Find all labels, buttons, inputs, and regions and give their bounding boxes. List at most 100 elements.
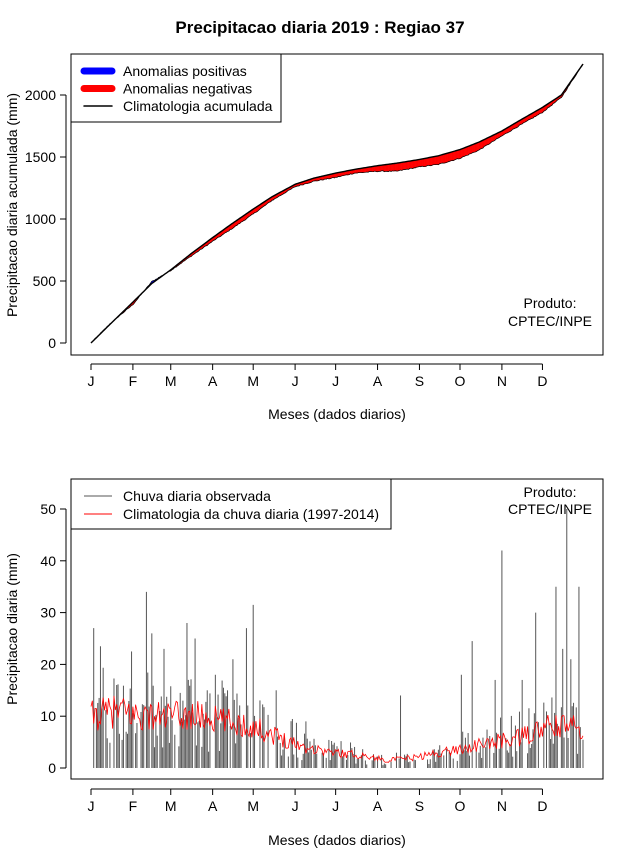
y-tick-label-bottom: 20 xyxy=(40,656,56,672)
anomaly-segment xyxy=(458,149,461,160)
anomaly-segment xyxy=(439,154,442,164)
x-tick-label-bottom: J xyxy=(88,798,95,814)
plot-frame-top xyxy=(70,53,604,356)
y-tick-label-bottom: 10 xyxy=(40,708,56,724)
anomaly-segment xyxy=(477,141,480,151)
anomaly-segment xyxy=(465,146,467,157)
x-tick-label-top: F xyxy=(129,373,138,389)
x-tick-label-bottom: J xyxy=(292,798,299,814)
x-tick-label-top: A xyxy=(208,373,218,389)
x-tick-label-bottom: D xyxy=(537,798,547,814)
anomaly-segment xyxy=(385,164,388,172)
anomaly-segment xyxy=(463,147,466,157)
anomaly-segment xyxy=(421,158,424,167)
legend-label-top: Anomalias positivas xyxy=(123,63,247,79)
x-tick-label-top: M xyxy=(165,373,177,389)
anomaly-segment xyxy=(419,158,421,167)
x-tick-label-top: O xyxy=(455,373,466,389)
x-axis-label-top: Meses (dados diarios) xyxy=(268,406,406,422)
anomaly-segment xyxy=(448,152,451,162)
anomaly-segment xyxy=(384,164,386,172)
anomaly-segment xyxy=(451,151,454,161)
y-tick-label-top: 2000 xyxy=(25,87,56,103)
anomaly-segment xyxy=(380,164,382,172)
anomaly-segment xyxy=(412,160,415,170)
y-tick-label-top: 0 xyxy=(48,335,56,351)
anomaly-segment xyxy=(424,157,427,167)
anomaly-segment xyxy=(386,164,389,172)
x-tick-label-bottom: N xyxy=(497,798,507,814)
y-tick-label-bottom: 50 xyxy=(40,501,56,517)
anomaly-segment xyxy=(426,157,428,167)
anomaly-segment xyxy=(390,163,393,172)
anomaly-segment xyxy=(404,161,407,170)
anomaly-segment xyxy=(471,143,474,154)
credit-line-2-bottom: CPTEC/INPE xyxy=(508,501,592,517)
anomaly-segment xyxy=(438,155,440,166)
x-axis-label-bottom: Meses (dados diarios) xyxy=(268,832,406,848)
y-tick-label-bottom: 40 xyxy=(40,553,56,569)
anomaly-segment xyxy=(430,156,432,166)
anomaly-segment xyxy=(466,146,469,156)
anomaly-segment xyxy=(398,162,401,171)
anomaly-segment xyxy=(453,150,455,161)
anomaly-segment xyxy=(474,142,477,153)
anomaly-segment xyxy=(401,161,404,171)
x-tick-label-bottom: M xyxy=(247,798,259,814)
x-tick-label-top: M xyxy=(247,373,259,389)
x-tick-label-bottom: J xyxy=(332,798,339,814)
anomaly-segment xyxy=(400,162,403,171)
chart-title: Precipitacao diaria 2019 : Regiao 37 xyxy=(175,18,464,37)
credit-line-1-bottom: Produto: xyxy=(524,484,577,500)
anomaly-segment xyxy=(444,153,447,164)
anomaly-segment xyxy=(459,148,462,160)
anomaly-segment xyxy=(407,160,409,170)
anomaly-segment xyxy=(389,163,392,172)
x-tick-label-bottom: M xyxy=(165,798,177,814)
legend-label-top: Anomalias negativas xyxy=(123,81,252,97)
anomaly-segment xyxy=(376,165,378,172)
anomaly-segment xyxy=(423,158,426,167)
anomaly-segment xyxy=(416,159,419,168)
x-tick-label-top: D xyxy=(537,373,547,389)
y-tick-label-bottom: 0 xyxy=(48,760,56,776)
anomaly-segment xyxy=(455,150,458,160)
y-axis-label-top: Precipitacao diaria acumulada (mm) xyxy=(4,93,20,317)
y-tick-label-top: 500 xyxy=(33,273,57,289)
legend-box-bottom xyxy=(70,478,392,530)
anomaly-segment xyxy=(446,152,449,163)
anomaly-segment xyxy=(447,152,450,163)
observed-accumulated-line xyxy=(90,64,584,344)
daily-climatology-line xyxy=(90,695,584,763)
anomaly-segment xyxy=(431,156,434,166)
x-tick-label-top: J xyxy=(332,373,339,389)
credit-line-1-top: Produto: xyxy=(524,295,577,311)
anomaly-segment xyxy=(442,153,444,164)
anomaly-segment xyxy=(457,149,459,160)
x-tick-label-top: N xyxy=(497,373,507,389)
x-tick-label-top: J xyxy=(292,373,299,389)
x-tick-label-bottom: S xyxy=(415,798,424,814)
anomaly-segment xyxy=(381,164,384,172)
credit-line-2-top: CPTEC/INPE xyxy=(508,313,592,329)
y-tick-label-top: 1500 xyxy=(25,149,56,165)
anomaly-segment xyxy=(476,142,478,153)
anomaly-segment xyxy=(396,162,399,172)
anomaly-segment xyxy=(434,156,436,165)
anomaly-segment xyxy=(435,155,438,165)
anomaly-segment xyxy=(415,159,417,169)
anomaly-segment xyxy=(473,143,476,153)
x-tick-label-bottom: F xyxy=(129,798,138,814)
x-tick-label-top: S xyxy=(415,373,424,389)
anomaly-segment xyxy=(462,147,465,158)
anomaly-segment xyxy=(377,165,380,172)
anomaly-segment xyxy=(440,154,443,164)
anomaly-segment xyxy=(432,156,435,166)
x-tick-label-top: J xyxy=(88,373,95,389)
anomaly-segment xyxy=(420,158,423,168)
anomaly-segment xyxy=(450,151,453,162)
legend-label-top: Climatologia acumulada xyxy=(123,98,273,114)
anomaly-segment xyxy=(394,162,397,172)
anomaly-segment xyxy=(417,159,420,168)
